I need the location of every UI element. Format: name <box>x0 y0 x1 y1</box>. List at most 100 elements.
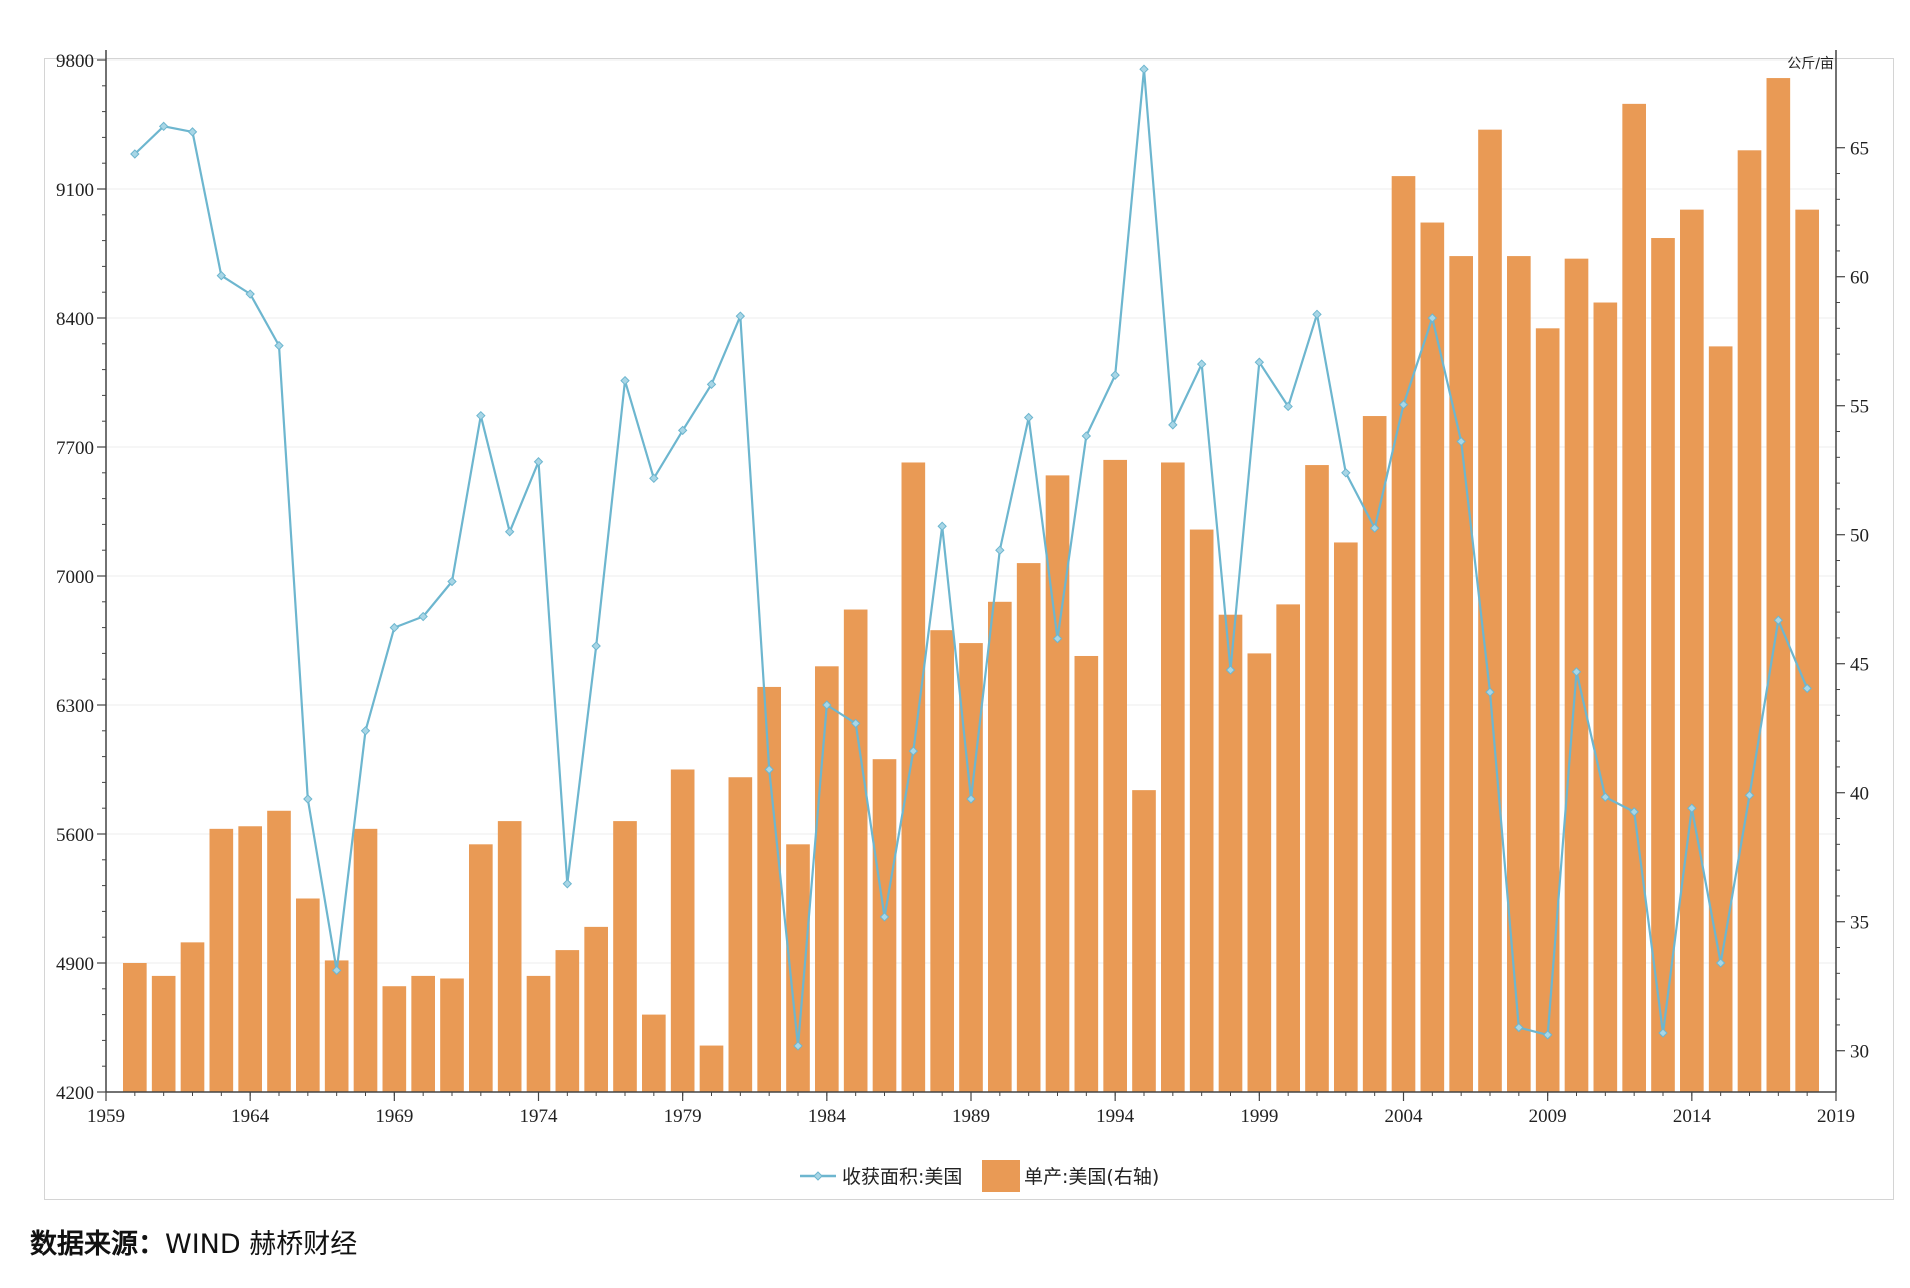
bar <box>1161 462 1185 1093</box>
bar <box>930 630 954 1092</box>
line-point <box>1514 1022 1524 1033</box>
bar <box>1766 78 1791 1092</box>
line-point <box>1398 399 1409 410</box>
line-point <box>879 912 890 922</box>
bar <box>757 686 781 1092</box>
line-point <box>1571 667 1582 677</box>
bar <box>872 759 897 1092</box>
bar <box>1016 563 1041 1092</box>
line-point <box>533 457 544 467</box>
bar <box>1737 150 1762 1093</box>
line-point <box>1110 370 1120 380</box>
x-tick-label: 1959 <box>87 1106 125 1127</box>
bar <box>1795 209 1819 1092</box>
line-point <box>331 965 342 976</box>
bar <box>1218 614 1243 1092</box>
line-point <box>793 1041 803 1051</box>
line-point <box>245 289 255 299</box>
right-tick-label: 55 <box>1850 397 1869 418</box>
line-point <box>591 641 601 651</box>
legend-line-marker <box>813 1171 823 1181</box>
bar <box>1680 209 1704 1092</box>
line-point <box>1485 687 1495 697</box>
line-point <box>418 611 428 622</box>
legend-line-label: 收获面积:美国 <box>842 1166 962 1188</box>
line-point <box>504 527 515 537</box>
line-point <box>476 410 486 421</box>
x-tick-label: 2009 <box>1529 1106 1567 1127</box>
line-point <box>1196 359 1207 369</box>
line-point <box>1542 1030 1553 1040</box>
bar <box>1593 302 1618 1092</box>
bar <box>642 1014 666 1092</box>
line-point <box>1283 401 1293 412</box>
line-point <box>1658 1028 1668 1038</box>
line-point <box>1081 431 1092 441</box>
right-tick-label: 35 <box>1850 913 1869 934</box>
line-point <box>850 718 861 729</box>
bar <box>728 777 753 1092</box>
line-point <box>187 127 198 137</box>
line-point <box>1052 633 1063 644</box>
legend-bar-swatch <box>982 1160 1020 1192</box>
right-tick-label: 60 <box>1850 268 1869 289</box>
left-tick-label: 7700 <box>56 438 94 459</box>
line-point <box>1023 412 1034 423</box>
line-point <box>1687 803 1697 813</box>
line-point <box>1600 792 1611 802</box>
line-point <box>995 545 1005 555</box>
left-tick-label: 9100 <box>56 180 94 201</box>
line-series <box>130 64 1812 1051</box>
right-tick-label: 30 <box>1850 1042 1869 1063</box>
line-point <box>360 726 371 736</box>
bar <box>1622 103 1646 1093</box>
bar <box>440 978 464 1092</box>
bar <box>670 769 695 1092</box>
right-tick-label: 40 <box>1850 784 1869 805</box>
bar <box>469 844 493 1092</box>
x-tick-label: 2004 <box>1385 1106 1424 1127</box>
bar <box>1708 346 1733 1092</box>
bar <box>209 828 234 1092</box>
line-point <box>1744 790 1755 801</box>
left-tick-label: 4900 <box>56 954 94 975</box>
bar <box>1507 256 1531 1093</box>
source-line: 数据来源：WIND 赫桥财经 <box>30 1222 357 1261</box>
line-point <box>1139 64 1149 74</box>
legend-bar-label: 单产:美国(右轴) <box>1024 1166 1159 1188</box>
bar <box>613 821 637 1092</box>
source-text: WIND 赫桥财经 <box>165 1229 358 1260</box>
bar <box>267 810 291 1092</box>
right-tick-label: 45 <box>1850 655 1869 676</box>
bar <box>1074 655 1099 1092</box>
legend: 收获面积:美国 单产:美国(右轴) <box>800 1160 1159 1192</box>
line-point <box>706 379 717 390</box>
bar <box>526 975 551 1092</box>
line-point <box>274 340 284 351</box>
line-point <box>908 746 919 756</box>
x-tick-label: 1984 <box>808 1106 847 1127</box>
bar <box>296 898 320 1092</box>
right-tick-label: 50 <box>1850 526 1869 547</box>
bar <box>151 975 176 1092</box>
bar <box>1276 604 1300 1092</box>
line-point <box>1629 807 1639 817</box>
bar <box>843 609 868 1092</box>
bar <box>1362 416 1387 1092</box>
line-point <box>1427 313 1438 323</box>
line-point <box>389 622 400 633</box>
line-point <box>1312 309 1322 320</box>
line-point <box>620 375 630 386</box>
line-point <box>1715 958 1726 968</box>
line-point <box>158 121 169 132</box>
bar <box>497 821 522 1092</box>
chart: 4200 4900 5600 6300 7000 7700 8400 9100 9800 30 35… <box>56 50 1869 1192</box>
source-label: 数据来源： <box>30 1229 165 1260</box>
line-point <box>822 700 832 710</box>
bar <box>815 666 839 1092</box>
bar <box>1247 653 1272 1092</box>
bar <box>180 942 205 1092</box>
bar <box>584 926 608 1092</box>
bar <box>1535 328 1560 1092</box>
left-tick-label: 7000 <box>56 567 94 588</box>
